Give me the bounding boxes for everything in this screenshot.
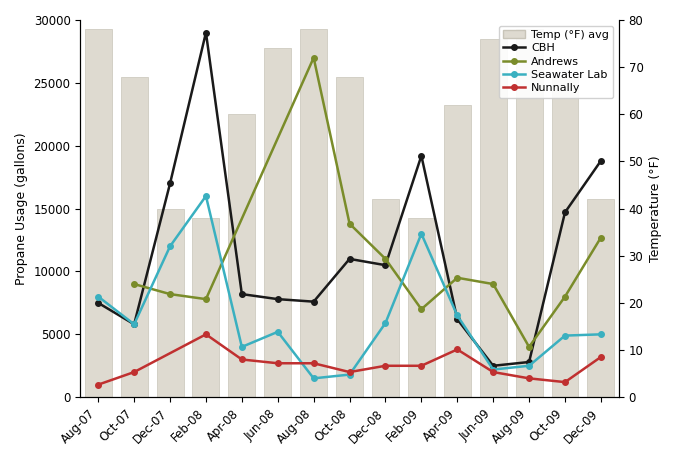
Nunnally — [381, 363, 389, 368]
Line: Nunnally: Nunnally — [95, 331, 604, 387]
CBH — [345, 256, 353, 262]
CBH — [274, 296, 282, 302]
Bar — [480, 39, 506, 397]
Nunnally — [202, 331, 210, 337]
Bar — [300, 30, 327, 397]
Nunnally — [309, 361, 318, 366]
Seawater Lab — [561, 333, 569, 338]
Bar — [336, 77, 363, 397]
CBH — [130, 321, 138, 327]
Andrews — [130, 281, 138, 287]
Nunnally — [94, 382, 102, 387]
Nunnally — [597, 354, 605, 360]
CBH — [453, 317, 461, 322]
Nunnally — [525, 376, 533, 381]
Nunnally — [238, 357, 246, 362]
Seawater Lab — [202, 193, 210, 199]
CBH — [202, 30, 210, 35]
Legend: Temp (°F) avg, CBH, Andrews, Seawater Lab, Nunnally: Temp (°F) avg, CBH, Andrews, Seawater La… — [499, 25, 613, 98]
Bar — [408, 218, 435, 397]
Andrews — [309, 55, 318, 60]
CBH — [94, 300, 102, 306]
Nunnally — [274, 361, 282, 366]
Bar — [372, 199, 399, 397]
CBH — [417, 153, 425, 159]
Nunnally — [345, 369, 353, 375]
Andrews — [166, 291, 174, 297]
Seawater Lab — [238, 344, 246, 350]
Seawater Lab — [489, 367, 497, 372]
Nunnally — [453, 347, 461, 352]
Line: Andrews: Andrews — [131, 55, 604, 350]
Seawater Lab — [274, 329, 282, 335]
Bar — [516, 30, 542, 397]
Nunnally — [489, 369, 497, 375]
CBH — [561, 210, 569, 215]
Bar — [228, 114, 255, 397]
Bar — [588, 199, 614, 397]
Seawater Lab — [309, 376, 318, 381]
Seawater Lab — [130, 321, 138, 327]
Bar — [192, 218, 219, 397]
CBH — [238, 291, 246, 297]
Andrews — [489, 281, 497, 287]
CBH — [309, 299, 318, 304]
CBH — [597, 158, 605, 164]
Line: CBH: CBH — [95, 30, 604, 368]
Seawater Lab — [453, 313, 461, 318]
Seawater Lab — [345, 372, 353, 378]
Andrews — [525, 344, 533, 350]
Bar — [552, 77, 578, 397]
CBH — [166, 181, 174, 186]
Andrews — [561, 294, 569, 299]
Nunnally — [417, 363, 425, 368]
Bar — [264, 48, 291, 397]
Line: Seawater Lab: Seawater Lab — [95, 193, 604, 381]
Y-axis label: Temperature (°F): Temperature (°F) — [649, 155, 662, 262]
Bar — [85, 30, 112, 397]
Andrews — [597, 235, 605, 240]
Bar — [444, 105, 471, 397]
Seawater Lab — [94, 294, 102, 299]
Bar — [121, 77, 148, 397]
Andrews — [202, 296, 210, 302]
Seawater Lab — [417, 231, 425, 236]
Andrews — [417, 307, 425, 312]
CBH — [489, 363, 497, 368]
Seawater Lab — [597, 331, 605, 337]
Bar — [156, 209, 183, 397]
Andrews — [381, 256, 389, 262]
Andrews — [345, 221, 353, 226]
Nunnally — [130, 369, 138, 375]
Seawater Lab — [381, 320, 389, 326]
Nunnally — [561, 379, 569, 385]
Andrews — [453, 275, 461, 281]
CBH — [525, 359, 533, 365]
Seawater Lab — [525, 363, 533, 368]
Y-axis label: Propane Usage (gallons): Propane Usage (gallons) — [15, 132, 28, 285]
Seawater Lab — [166, 243, 174, 249]
CBH — [381, 262, 389, 268]
